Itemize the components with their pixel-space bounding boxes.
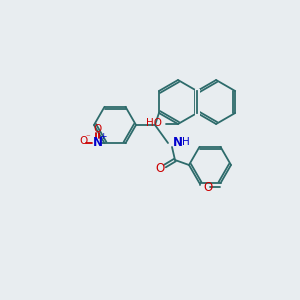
Text: O: O	[203, 181, 213, 194]
Text: N: N	[173, 136, 183, 148]
Text: H: H	[182, 137, 190, 147]
Text: O: O	[93, 124, 102, 134]
Text: O: O	[80, 136, 88, 146]
Text: O: O	[155, 161, 165, 175]
Text: N: N	[92, 136, 103, 149]
Text: HO: HO	[146, 118, 162, 128]
Text: +: +	[99, 132, 106, 141]
Text: ⁻: ⁻	[85, 134, 90, 143]
